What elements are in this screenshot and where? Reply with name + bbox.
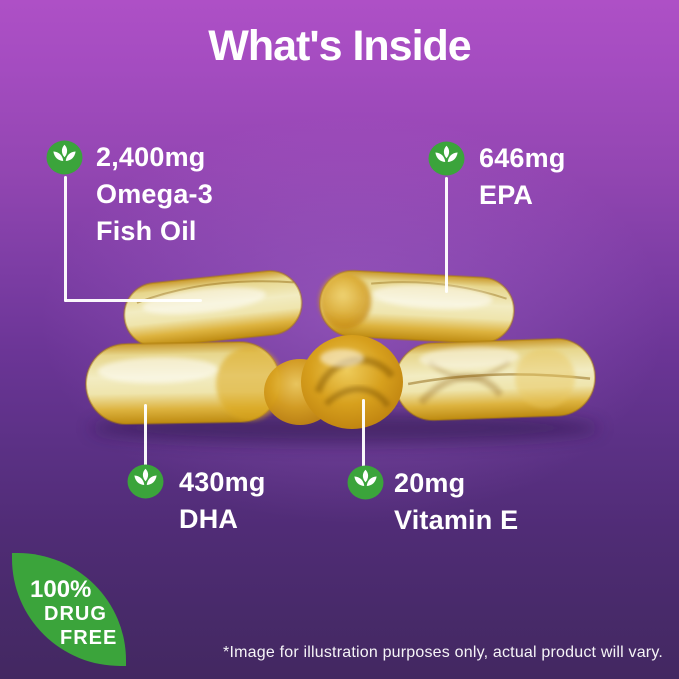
disclaimer-text: *Image for illustration purposes only, a… <box>223 644 663 661</box>
callout-amount: 430mg <box>179 467 266 497</box>
callout-line-epa <box>445 177 448 293</box>
capsule-bottom-left <box>85 340 285 425</box>
callout-label: Vitamin E <box>394 505 519 535</box>
sprout-leaf-icon <box>347 465 384 500</box>
capsule-center-blob <box>301 335 403 429</box>
callout-amount: 646mg <box>479 143 566 173</box>
callout-line-dha <box>144 404 147 466</box>
callout-amount: 20mg <box>394 468 466 498</box>
badge-line: FREE <box>60 627 118 649</box>
callout-label: Omega-3 <box>96 179 213 209</box>
sprout-leaf-icon <box>428 141 465 176</box>
callout-amount: 2,400mg <box>96 142 206 172</box>
capsule-top-right <box>319 269 515 345</box>
callout-line-fish-oil-horizontal <box>64 299 202 302</box>
callout-epa: 646mg EPA <box>479 140 566 214</box>
capsule-bottom-right <box>394 337 596 422</box>
callout-line-fish-oil-vertical <box>64 176 67 302</box>
callout-vitamin-e: 20mg Vitamin E <box>394 465 518 539</box>
callout-label: EPA <box>479 180 534 210</box>
callout-dha: 430mg DHA <box>179 464 266 538</box>
callout-label: DHA <box>179 504 239 534</box>
sprout-leaf-icon <box>127 464 164 499</box>
callout-omega3-fish-oil: 2,400mg Omega-3 Fish Oil <box>96 139 213 250</box>
callout-label: Fish Oil <box>96 216 197 246</box>
callout-line-vitamin-e <box>362 399 365 467</box>
sprout-leaf-icon <box>46 140 83 175</box>
capsule-top-left <box>123 269 303 348</box>
badge-line: 100% <box>30 576 92 603</box>
badge-line: DRUG <box>44 603 107 625</box>
page-title: What's Inside <box>208 22 471 70</box>
